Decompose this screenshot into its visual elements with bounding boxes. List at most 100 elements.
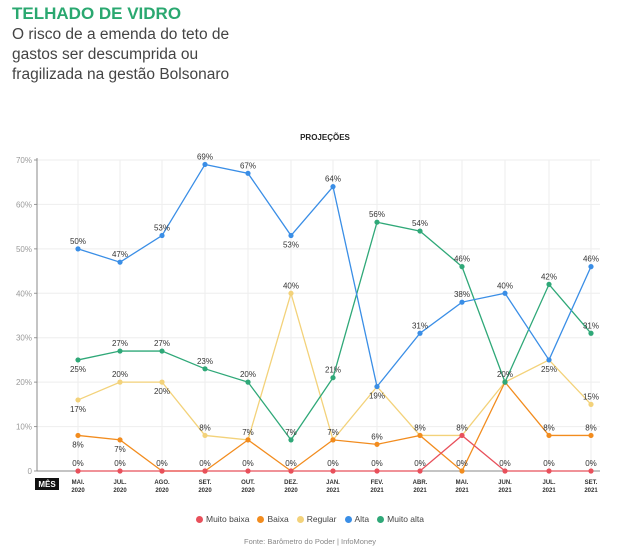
legend-swatch	[377, 516, 385, 523]
data-label: 27%	[112, 339, 128, 348]
data-label: 8%	[199, 423, 211, 432]
y-tick-label: 50%	[16, 245, 32, 254]
data-point	[459, 299, 465, 305]
data-point	[588, 468, 594, 474]
data-label: 25%	[541, 365, 557, 374]
data-point	[75, 468, 81, 474]
data-label: 53%	[283, 241, 299, 250]
x-tick-label: ABR.	[413, 480, 428, 486]
data-label: 20%	[497, 370, 513, 379]
x-tick-label: DEZ.	[284, 480, 298, 486]
y-tick-label: 0	[28, 467, 33, 476]
x-tick-label: SET.	[199, 480, 212, 486]
y-tick-label: 60%	[16, 200, 32, 209]
data-point	[202, 468, 208, 474]
data-point	[546, 432, 552, 439]
data-label: 69%	[197, 152, 213, 161]
data-label: 20%	[154, 387, 170, 396]
data-label: 8%	[72, 440, 84, 449]
y-tick-label: 20%	[16, 378, 32, 387]
data-label: 7%	[327, 428, 339, 437]
x-tick-label: 2021	[370, 488, 384, 494]
data-point	[75, 432, 81, 439]
data-label: 25%	[70, 365, 86, 374]
x-tick-label: JUL.	[542, 480, 555, 486]
x-tick-label: 2020	[113, 488, 127, 494]
data-point	[374, 383, 380, 390]
legend-item: Regular	[296, 514, 337, 524]
legend-swatch	[344, 516, 352, 523]
legend-label: Muito alta	[387, 514, 425, 524]
x-tick-label: 2021	[455, 488, 469, 494]
data-label: 7%	[285, 428, 297, 437]
data-point	[202, 366, 208, 372]
data-point	[459, 432, 465, 439]
series-line-alta	[77, 163, 592, 389]
x-tick-label: SET.	[585, 480, 598, 486]
x-tick-label: 2020	[198, 488, 212, 494]
data-point	[159, 348, 165, 354]
data-point	[374, 219, 380, 225]
data-point	[374, 468, 380, 474]
source-note: Fonte: Barômetro do Poder | InfoMoney	[243, 537, 377, 546]
legend-label: Muito baixa	[205, 514, 250, 524]
x-tick-label: MAI.	[72, 480, 85, 486]
data-point	[417, 330, 423, 336]
data-point	[288, 468, 294, 474]
data-label: 0%	[72, 459, 84, 468]
data-label: 17%	[70, 405, 86, 414]
chart-heading: PROJEÇÕES	[300, 133, 350, 142]
data-label: 64%	[325, 175, 341, 184]
legend-label: Baixa	[267, 514, 289, 524]
data-label: 0%	[543, 459, 555, 468]
data-point	[75, 397, 81, 403]
data-point	[117, 348, 123, 354]
data-label: 31%	[583, 321, 599, 330]
data-point	[117, 468, 123, 474]
data-point	[459, 468, 465, 474]
x-tick-label: JUN.	[498, 480, 512, 486]
data-point	[417, 432, 423, 439]
x-tick-label: JUL.	[113, 480, 126, 486]
data-label: 7%	[242, 428, 254, 437]
y-tick-label: 40%	[16, 289, 32, 298]
data-label: 53%	[154, 224, 170, 233]
data-point	[546, 357, 552, 363]
xlabel-box	[35, 478, 59, 490]
data-label: 42%	[541, 272, 557, 281]
legend-item: Muito alta	[377, 514, 424, 524]
x-tick-label: 2020	[241, 488, 255, 494]
data-point	[202, 161, 208, 168]
legend: Muito baixa Baixa Regular Alta Muito alta	[0, 514, 620, 524]
data-label: 0%	[285, 459, 297, 468]
data-label: 38%	[454, 290, 470, 299]
data-label: 0%	[371, 459, 383, 468]
data-label: 40%	[283, 281, 299, 290]
data-point	[502, 379, 508, 385]
data-label: 21%	[325, 366, 341, 375]
data-label: 15%	[583, 392, 599, 401]
x-tick-label: 2021	[413, 488, 427, 494]
y-tick-label: 70%	[16, 156, 32, 165]
data-label: 31%	[412, 321, 428, 330]
data-label: 20%	[240, 370, 256, 379]
chart-title: TELHADO DE VIDRO	[12, 4, 182, 23]
data-label: 8%	[585, 423, 597, 432]
data-point	[117, 437, 123, 443]
x-tick-label: MAI.	[456, 480, 469, 486]
data-label: 67%	[240, 161, 256, 170]
legend-item: Muito baixa	[195, 514, 250, 524]
data-label: 46%	[454, 255, 470, 264]
data-point	[374, 441, 380, 447]
data-point	[245, 170, 251, 176]
data-point	[159, 468, 165, 474]
legend-label: Regular	[306, 514, 337, 524]
x-tick-label: 2020	[71, 488, 85, 494]
data-label: 0%	[156, 459, 168, 468]
data-label: 7%	[114, 445, 126, 454]
data-point	[588, 401, 594, 407]
data-point	[288, 232, 294, 239]
data-label: 56%	[369, 210, 385, 219]
data-label: 0%	[242, 459, 254, 468]
data-label: 40%	[497, 281, 513, 290]
